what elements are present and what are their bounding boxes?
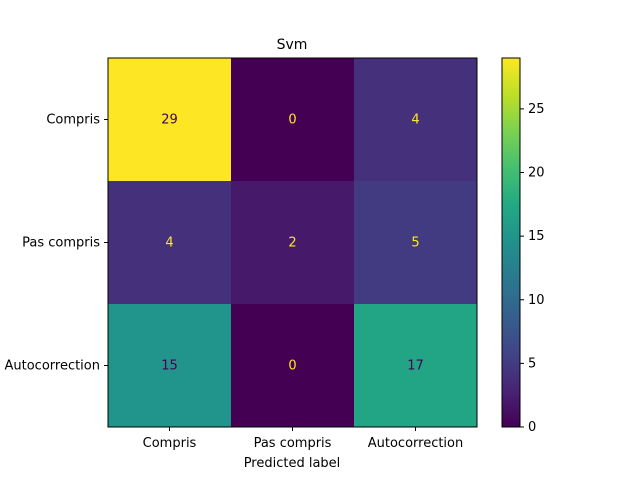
cell-value-label: 2 bbox=[288, 236, 296, 251]
cell-value-label: 0 bbox=[288, 113, 296, 128]
cell-value-label: 5 bbox=[411, 236, 419, 251]
heatmap-cell bbox=[354, 304, 478, 428]
x-axis-ticks: Compris Pas compris Autocorrection bbox=[143, 427, 464, 451]
heatmap-cell bbox=[354, 181, 478, 305]
cell-value-label: 17 bbox=[407, 359, 424, 374]
y-tick-label: Autocorrection bbox=[4, 359, 100, 374]
colorbar-tick-label: 20 bbox=[528, 166, 545, 181]
colorbar-tick-label: 10 bbox=[528, 293, 545, 308]
heatmap-cell bbox=[231, 181, 355, 305]
colorbar-tick-label: 25 bbox=[528, 102, 545, 117]
cell-value-label: 15 bbox=[161, 359, 178, 374]
y-tick-label: Compris bbox=[46, 113, 100, 128]
x-tick-label: Pas compris bbox=[254, 436, 332, 451]
heatmap-cell bbox=[108, 304, 232, 428]
cell-value-labels: 29 0 4 4 2 5 15 0 17 bbox=[161, 113, 424, 374]
heatmap-cell bbox=[108, 58, 232, 182]
heatmap-cells bbox=[108, 58, 478, 428]
colorbar-tick-label: 15 bbox=[528, 229, 545, 244]
cell-value-label: 29 bbox=[161, 113, 178, 128]
heatmap-cell bbox=[354, 58, 478, 182]
x-tick-label: Compris bbox=[143, 436, 197, 451]
y-tick-label: Pas compris bbox=[22, 236, 100, 251]
chart-title: Svm bbox=[277, 37, 308, 53]
colorbar-tick-label: 5 bbox=[528, 356, 536, 371]
colorbar bbox=[501, 57, 521, 428]
x-tick-label: Autocorrection bbox=[368, 436, 464, 451]
colorbar-ticks: 0 5 10 15 20 25 bbox=[520, 102, 545, 435]
y-axis-ticks: Compris Pas compris Autocorrection bbox=[4, 113, 108, 374]
x-axis-label: Predicted label bbox=[244, 456, 341, 471]
colorbar-tick-label: 0 bbox=[528, 420, 536, 435]
heatmap-cell bbox=[231, 304, 355, 428]
heatmap-cell bbox=[231, 58, 355, 182]
heatmap-cell bbox=[108, 181, 232, 305]
cell-value-label: 4 bbox=[165, 236, 173, 251]
cell-value-label: 0 bbox=[288, 359, 296, 374]
cell-value-label: 4 bbox=[411, 113, 419, 128]
